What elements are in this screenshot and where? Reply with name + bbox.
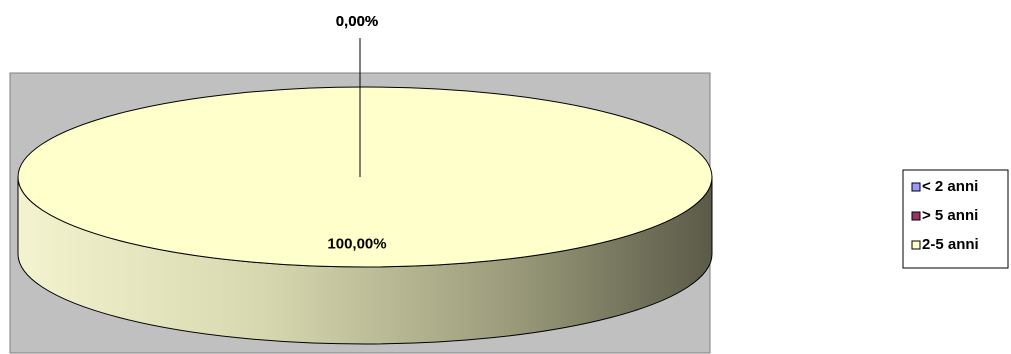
legend-label: < 2 anni (922, 178, 978, 195)
slice-top (17, 86, 713, 268)
data-label: 100,00% (327, 235, 386, 252)
legend-swatch (911, 182, 921, 192)
legend-swatch (911, 211, 921, 221)
legend-label: 2-5 anni (922, 236, 979, 253)
data-label: 0,00% (336, 13, 379, 30)
legend-swatch (911, 240, 921, 250)
data-label: 0,00% (336, 13, 379, 30)
legend-label: > 5 anni (922, 207, 978, 224)
